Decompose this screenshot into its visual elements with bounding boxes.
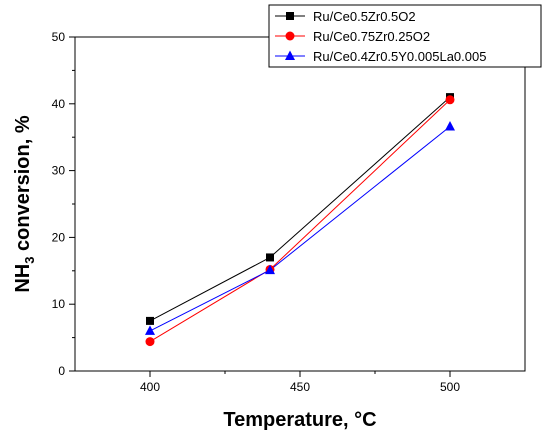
data-point-series-1 bbox=[266, 253, 274, 262]
data-point-series-1 bbox=[146, 316, 154, 325]
legend: Ru/Ce0.5Zr0.5O2 Ru/Ce0.75Zr0.25O2 Ru/Ce0.4… bbox=[268, 4, 542, 68]
series-line-2 bbox=[149, 99, 451, 343]
legend-label-3: Ru/Ce0.4Zr0.5Y0.005La0.005 bbox=[313, 49, 486, 64]
axis-ticks: 400 450 500 0 10 20 30 40 50 bbox=[52, 30, 461, 394]
y-tick-label: 40 bbox=[52, 97, 66, 111]
series-line-3 bbox=[149, 126, 451, 332]
y-axis-title-subscript: 3 bbox=[22, 257, 37, 264]
plot-frame bbox=[74, 36, 526, 372]
x-tick-label: 500 bbox=[440, 380, 460, 394]
legend-marker-1 bbox=[286, 12, 294, 20]
data-point-series-3 bbox=[445, 121, 455, 131]
series-line-1 bbox=[149, 96, 451, 322]
data-point-series-2 bbox=[445, 95, 455, 105]
series-lines bbox=[149, 96, 451, 343]
data-point-series-3 bbox=[265, 264, 275, 275]
legend-marker-2 bbox=[285, 31, 295, 41]
legend-marker-3 bbox=[285, 50, 295, 60]
legend-box bbox=[268, 4, 542, 68]
y-tick-label: 10 bbox=[52, 297, 66, 311]
y-tick-label: 30 bbox=[52, 164, 66, 178]
y-tick-label: 50 bbox=[52, 30, 66, 44]
x-axis-title: Temperature, °C bbox=[223, 409, 376, 431]
data-point-series-2 bbox=[145, 337, 155, 347]
x-tick-label: 450 bbox=[290, 380, 310, 394]
y-axis-title-before: NH bbox=[12, 264, 34, 293]
y-tick-label: 20 bbox=[52, 230, 66, 244]
y-tick-label: 0 bbox=[58, 364, 65, 378]
y-axis-title-after: conversion, % bbox=[12, 115, 34, 256]
legend-label-2: Ru/Ce0.75Zr0.25O2 bbox=[313, 29, 430, 44]
legend-label-1: Ru/Ce0.5Zr0.5O2 bbox=[313, 9, 416, 24]
series-markers bbox=[145, 93, 455, 347]
x-tick-label: 400 bbox=[140, 380, 160, 394]
data-point-series-3 bbox=[145, 325, 155, 335]
y-axis-title: NH3 conversion, % bbox=[12, 115, 37, 292]
